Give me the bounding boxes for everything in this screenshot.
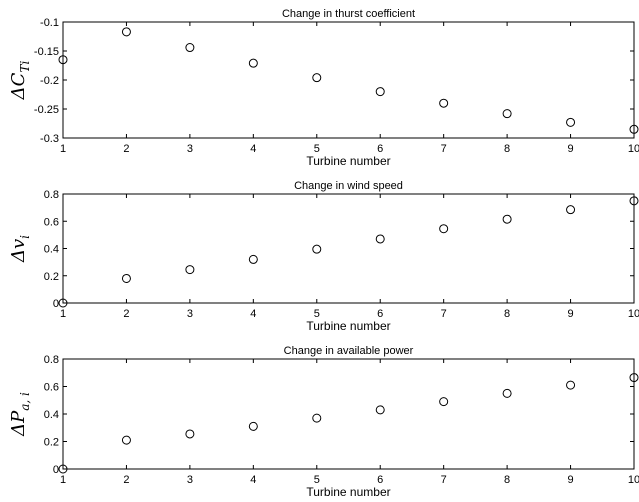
y-tick-label: 0.4 [44,409,59,421]
data-point [312,413,322,423]
y-tick-label: 0.8 [44,354,59,366]
plot-frame [62,358,635,470]
x-tick-label: 4 [250,143,256,155]
y-tick-label: -0.3 [40,133,59,145]
x-tick-label: 6 [377,143,383,155]
x-tick-label: 1 [60,308,66,320]
data-point [439,224,449,234]
data-point [248,254,258,264]
data-point [502,388,512,398]
y-axis-label-subscript: i [18,235,32,239]
y-tick-label: 0.6 [44,382,59,394]
x-tick-label: 3 [187,474,193,486]
x-tick-label: 8 [504,308,510,320]
chart-wind-speed: Change in wind speed 1 2 3 4 5 6 7 8 9 10 0 0.2 0.4 0.… [8,180,639,333]
y-tick-label: -0.1 [40,17,59,29]
x-tick-label: 7 [441,308,447,320]
x-tick-label: 9 [567,143,573,155]
chart-title: Change in available power [284,345,414,357]
data-point [312,244,322,254]
data-point [375,405,385,415]
x-tick-label: 3 [187,308,193,320]
chart-title: Change in wind speed [294,180,403,192]
data-point [185,265,195,275]
y-axis-label: ΔPa, i [8,392,32,437]
data-point [629,124,639,134]
y-tick-label: 0.2 [44,271,59,283]
y-axis-label-main: ΔP [8,410,29,437]
y-tick-label: 0 [53,464,59,476]
x-tick-label: 4 [250,474,256,486]
x-tick-label: 2 [123,474,129,486]
data-point [439,98,449,108]
data-point [121,435,131,445]
x-axis-label: Turbine number [306,319,390,333]
data-point [248,58,258,68]
data-point [375,234,385,244]
data-point [566,380,576,390]
y-tick-label: -0.15 [34,46,59,58]
data-point [502,214,512,224]
data-point [185,43,195,53]
data-point [629,196,639,206]
x-tick-label: 5 [314,143,320,155]
x-tick-label: 10 [628,308,639,320]
x-tick-label: 6 [377,308,383,320]
x-tick-label: 5 [314,474,320,486]
plot-frame [62,21,635,139]
chart-title: Change in thurst coefficient [282,8,415,20]
data-point [566,205,576,215]
x-axis-label: Turbine number [306,485,390,499]
x-tick-label: 3 [187,143,193,155]
data-point [566,117,576,127]
x-tick-label: 5 [314,308,320,320]
x-axis-label: Turbine number [306,154,390,168]
x-tick-label: 8 [504,474,510,486]
y-tick-label: -0.25 [34,104,59,116]
x-tick-label: 7 [441,474,447,486]
y-tick-label: -0.2 [40,75,59,87]
x-tick-label: 2 [123,308,129,320]
x-tick-label: 6 [377,474,383,486]
data-point [121,273,131,283]
data-point [185,429,195,439]
y-tick-label: 0.2 [44,437,59,449]
y-axis-label: Δvi [8,235,32,263]
y-tick-label: 0 [53,298,59,310]
x-tick-label: 7 [441,143,447,155]
y-tick-label: 0.6 [44,216,59,228]
plot-frame [62,193,635,304]
data-point [248,421,258,431]
y-axis-label-subscript: Ti [18,61,32,73]
data-point [502,109,512,119]
y-tick-label: 0.8 [44,189,59,201]
x-tick-label: 9 [567,308,573,320]
x-tick-label: 1 [60,143,66,155]
y-tick-label: 0.4 [44,244,59,256]
x-tick-label: 8 [504,143,510,155]
data-point [375,87,385,97]
x-tick-label: 10 [628,474,639,486]
data-point [439,397,449,407]
y-axis-label-main: Δv [8,239,29,263]
data-point [58,464,68,474]
x-tick-label: 1 [60,474,66,486]
x-tick-label: 10 [628,143,639,155]
x-tick-label: 2 [123,143,129,155]
x-tick-label: 9 [567,474,573,486]
x-tick-label: 4 [250,308,256,320]
y-axis-label: ΔCTi [8,61,32,101]
data-point [312,73,322,83]
chart-available-power: Change in available power 1 2 3 4 5 6 7 8 9 10 0 0.2… [8,345,639,499]
y-axis-label-main: ΔC [8,72,29,100]
data-point [629,373,639,383]
data-point [58,55,68,65]
y-axis-label-subscript: a, i [18,392,32,411]
data-point [58,298,68,308]
chart-thrust-coefficient: Change in thurst coefficient 1 2 3 4 5 6 7 8 9 10 -… [8,8,639,168]
data-point [121,27,131,37]
